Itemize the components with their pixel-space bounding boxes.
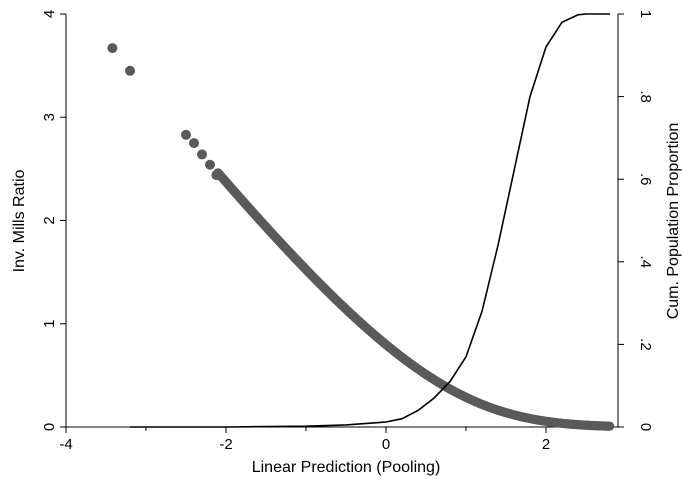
x-tick-label: -2: [219, 436, 232, 453]
y-tick-label-left: 3: [41, 113, 58, 121]
scatter-point: [107, 43, 118, 54]
cumulative-proportion-line: [130, 13, 610, 428]
scatter-point: [197, 149, 207, 160]
y-tick-label-right: .4: [637, 256, 654, 269]
y-axis-title-right: Cum. Population Proportion: [665, 123, 682, 320]
x-tick-label: 0: [382, 436, 390, 453]
y-tick-label-left: 0: [41, 423, 58, 431]
y-tick-label-right: .6: [637, 173, 654, 186]
y-axis-title-left: Inv. Mills Ratio: [11, 169, 28, 272]
y-tick-label-left: 1: [41, 320, 58, 328]
x-axis-title: Linear Prediction (Pooling): [252, 459, 441, 476]
scatter-point: [605, 421, 615, 431]
y-tick-label-left: 2: [41, 216, 58, 224]
x-tick-label: 2: [542, 436, 550, 453]
scatter-point: [125, 65, 135, 76]
y-tick-label-right: .8: [637, 90, 654, 103]
axes: -4 -2 0 2 0 1 2 3 4 0 .2 .4 .6 .8 1: [41, 10, 654, 453]
x-tick-label: -4: [59, 436, 72, 453]
y-tick-label-left: 4: [41, 10, 58, 18]
scatter-point: [205, 159, 215, 170]
scatter-point: [181, 129, 191, 140]
scatter-point: [189, 138, 199, 149]
plot-marks: [107, 13, 615, 431]
y-tick-label-right: .2: [637, 338, 654, 351]
y-tick-label-right: 0: [637, 423, 654, 431]
y-tick-label-right: 1: [637, 10, 654, 18]
